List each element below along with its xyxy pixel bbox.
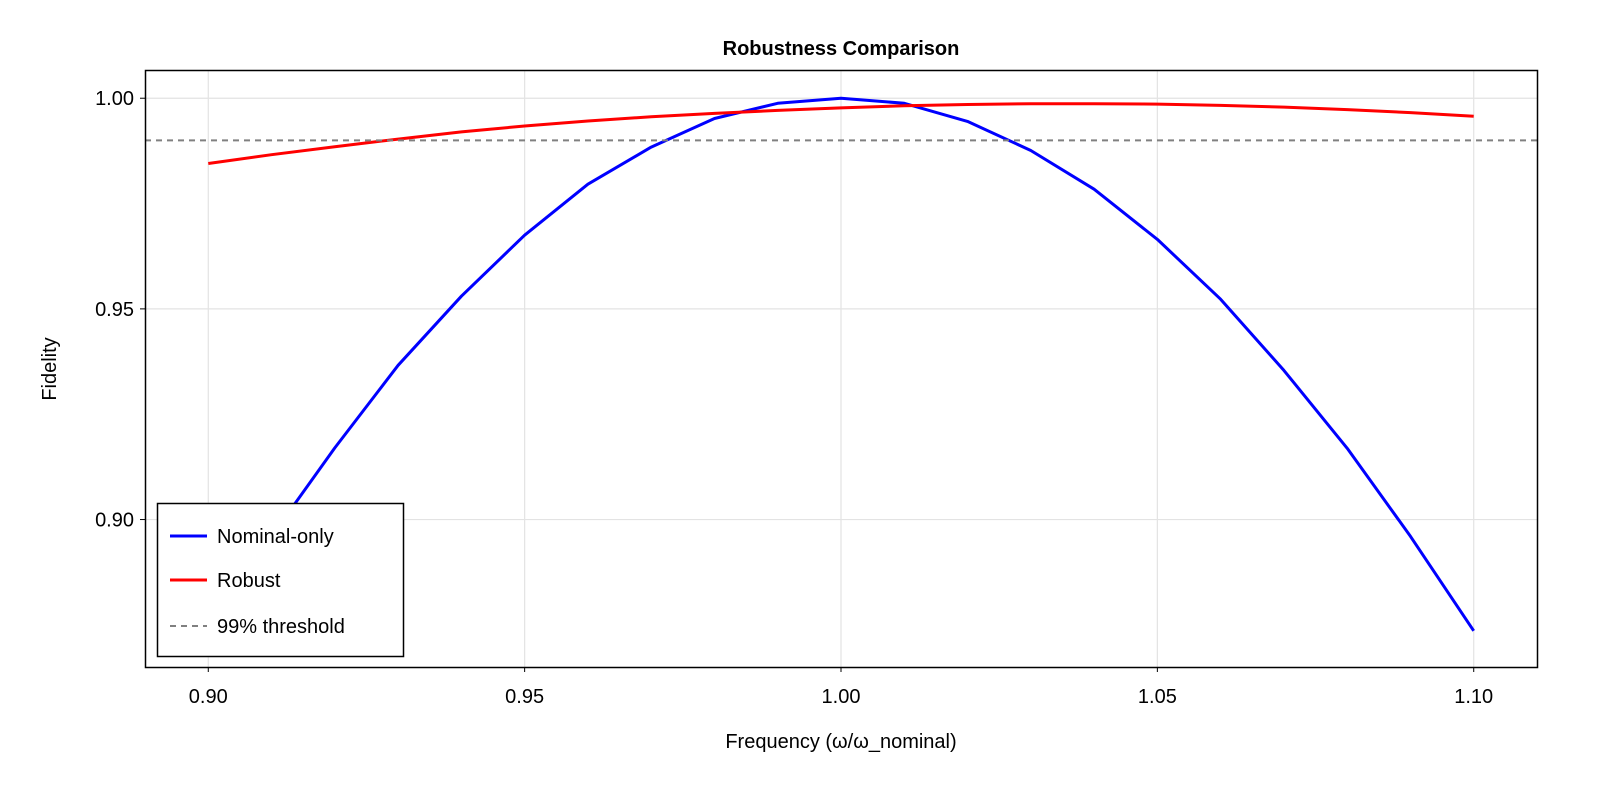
y-axis-label: Fidelity xyxy=(39,337,61,400)
x-tick-label: 0.90 xyxy=(189,686,228,708)
x-tick-label: 1.00 xyxy=(822,686,861,708)
legend-label-threshold: 99% threshold xyxy=(217,616,345,638)
ticks: 0.90 0.95 1.00 1.05 1.10 0.90 0.95 1.00 xyxy=(95,88,1493,708)
plot-area xyxy=(145,96,1537,632)
y-tick-label: 1.00 xyxy=(95,88,134,110)
x-tick-label: 0.95 xyxy=(505,686,544,708)
legend: Nominal-only Robust 99% threshold xyxy=(156,502,405,658)
legend-box xyxy=(156,502,405,658)
series-robust-line xyxy=(208,102,1474,165)
x-tick-label: 1.10 xyxy=(1454,686,1493,708)
y-tick-label: 0.90 xyxy=(95,510,134,532)
y-tick-label: 0.95 xyxy=(95,299,134,321)
x-axis-label: Frequency (ω/ω_nominal) xyxy=(725,731,956,753)
x-tick-label: 1.05 xyxy=(1138,686,1177,708)
chart-title: Robustness Comparison xyxy=(723,38,960,60)
legend-label-nominal: Nominal-only xyxy=(217,526,334,548)
series-nominal-only-line xyxy=(207,96,1475,632)
legend-label-robust: Robust xyxy=(217,570,281,592)
